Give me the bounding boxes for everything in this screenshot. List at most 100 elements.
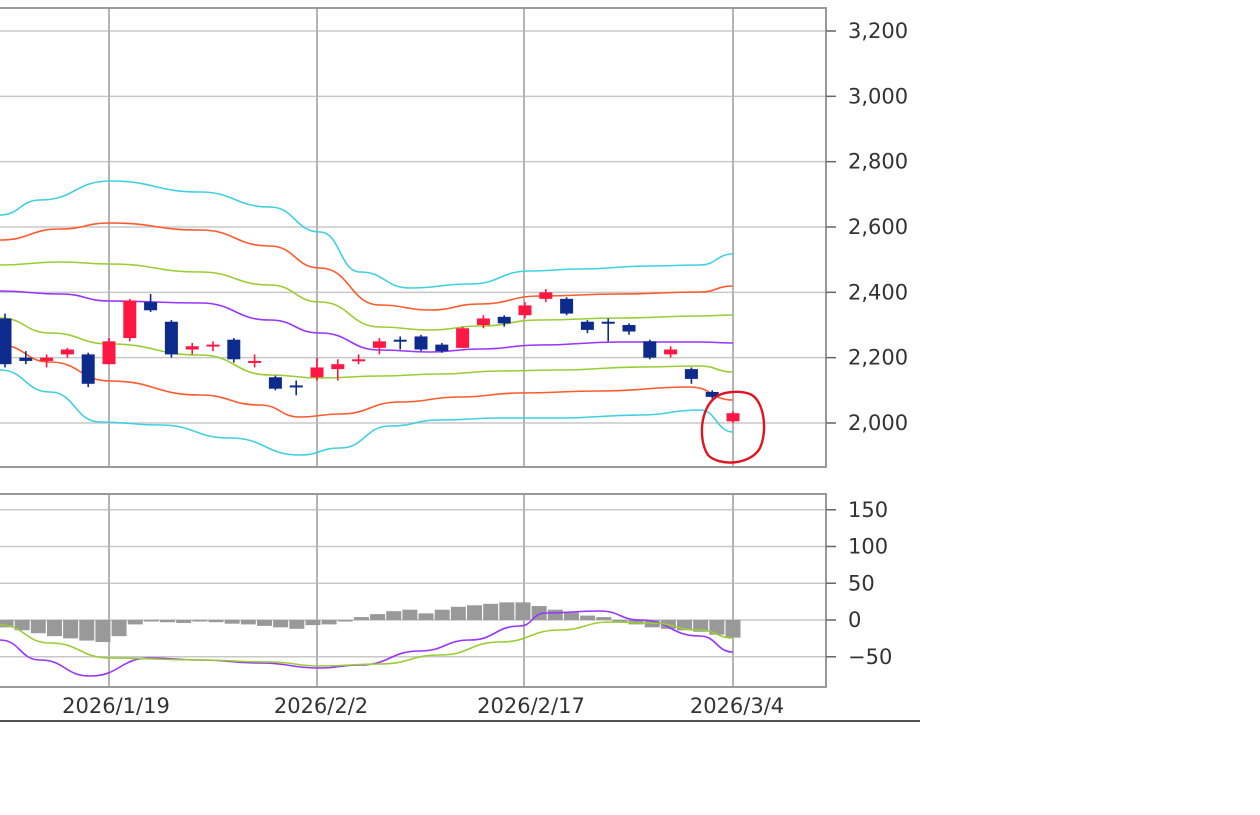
candle-body [102,341,116,365]
oscillator-tick-label: 150 [848,498,888,522]
date-label: 2026/1/19 [62,694,170,718]
candle-body [206,344,220,347]
candle [601,318,615,342]
candle-body [268,377,282,389]
bollinger-lower-1sigma-line [0,344,734,418]
oscillator-signal-line-green [0,621,734,667]
candle-body [352,359,366,362]
candle [622,323,636,335]
candle [206,341,220,352]
candle-body [310,367,324,378]
price-tick-label: 2,600 [848,215,908,239]
candle-body [497,316,511,324]
price-tick-label: 3,000 [848,84,908,108]
highlight-circle-annotation [700,390,766,464]
candle [268,375,282,391]
candle [372,338,386,355]
candle [726,411,740,423]
candle [289,380,303,396]
price-panel-frame [0,7,827,468]
candle [393,336,407,350]
histogram-bar [402,609,418,620]
price-panel: 3,200 3,000 2,800 2,600 2,400 2,200 2,000 [0,7,908,468]
candle [456,326,470,348]
candle-body [227,339,241,360]
oscillator-tick-label: 0 [848,608,861,632]
candle-body [580,321,594,330]
histogram-bar [386,611,402,620]
histogram-bar [709,620,725,635]
candle-body [372,341,386,348]
candle [476,315,490,329]
histogram-bar [450,606,466,620]
candle-body [289,385,303,388]
oscillator-signal-line-purple [0,610,734,677]
histogram-bar [467,605,483,620]
histogram-bar [273,620,289,628]
candle [539,289,553,303]
histogram-bar [111,620,127,637]
price-date-gridlines [108,8,734,467]
histogram-bar [224,620,240,624]
oscillator-tick-label: 50 [848,571,875,595]
histogram-bar [30,620,46,634]
candle [664,346,678,358]
histogram-bar [418,613,434,620]
histogram-bar [677,620,693,631]
histogram-bar [321,620,337,625]
candle [60,347,74,358]
candle-body [705,391,719,397]
date-label: 2026/2/2 [274,694,368,718]
candle-body [331,364,345,370]
histogram-bar [46,620,62,637]
candle [248,354,262,368]
histogram-bar [693,620,709,632]
histogram-bar [160,620,176,623]
candle [81,352,95,388]
candle-body [539,292,553,299]
histogram-bar [337,620,353,622]
candle-body [19,357,33,361]
price-tick-label: 2,200 [848,346,908,370]
candle-body [414,336,428,350]
candle [102,338,116,365]
histogram-bar [353,617,369,620]
candle [352,354,366,365]
histogram-bar [515,602,531,620]
candle-body [622,325,636,332]
histogram-bar [0,620,14,628]
oscillator-histogram [0,602,741,643]
candle [414,334,428,352]
candle-body [476,318,490,325]
candle [518,302,532,319]
candle-body [684,369,698,379]
candle-body [456,328,470,348]
price-tick-label: 2,400 [848,280,908,304]
bollinger-upper-1sigma-line [0,222,734,311]
chart-area-background [0,0,922,722]
candle-body [0,318,12,365]
histogram-bar [176,620,192,623]
candle-body [560,298,574,314]
histogram-bar [143,620,159,622]
candle [19,351,33,365]
candle-body [726,413,740,422]
candle [310,357,324,381]
oscillator-axis-ticks: 150 100 50 0 −50 [826,498,892,669]
histogram-bar [79,620,95,641]
candle-body [81,354,95,384]
histogram-bar [256,620,272,626]
histogram-bar [563,612,579,620]
candle-body [144,302,158,311]
candle [560,297,574,316]
histogram-bar [612,620,628,622]
candle-body [40,357,54,361]
date-axis-labels: 2026/1/19 2026/2/2 2026/2/17 2026/3/4 [62,694,784,718]
price-tick-label: 3,200 [848,19,908,43]
candle [705,390,719,399]
candlestick-series [0,289,740,423]
candle [435,342,449,353]
oscillator-tick-label: 100 [848,535,888,559]
candle [164,320,178,358]
